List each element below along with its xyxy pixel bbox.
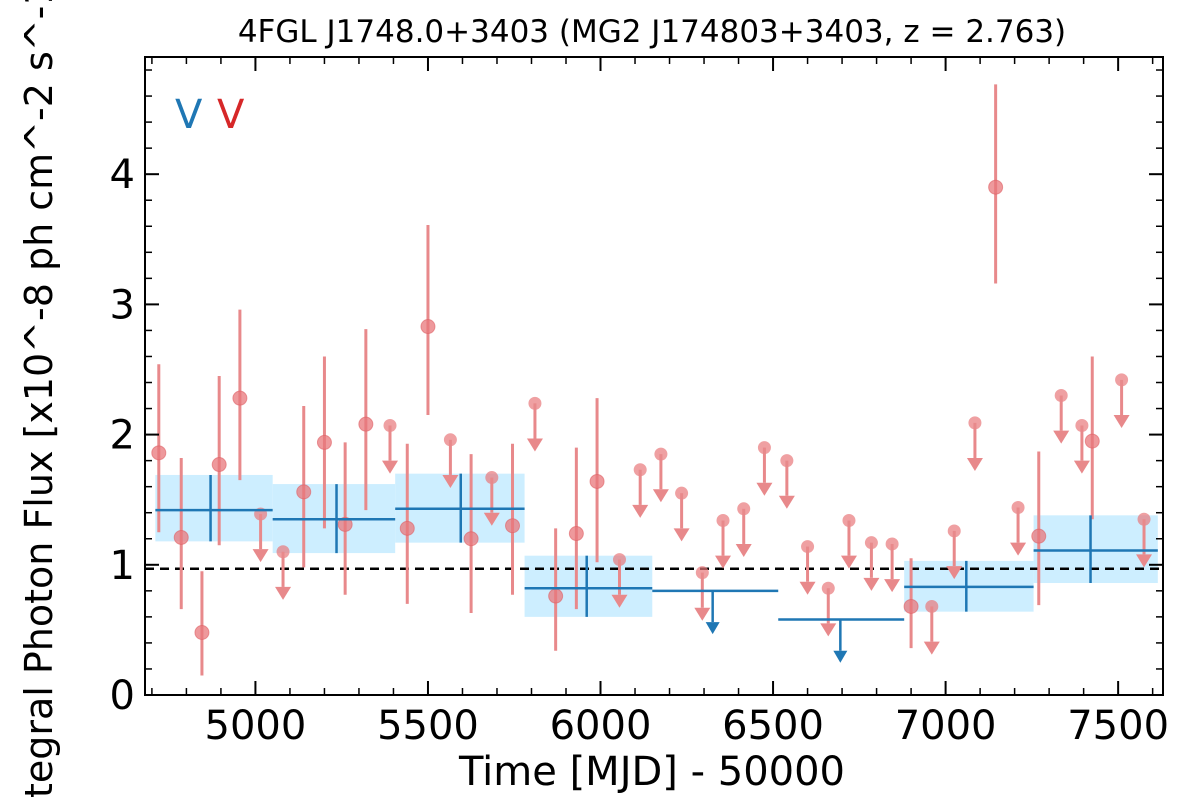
fine-point-15 [589,473,605,489]
fine-ul-arrow-22 [966,458,983,472]
x-tick-labels: 5000 5500 6000 6500 7000 7500 [205,703,1170,749]
x-tick-label: 7500 [1067,703,1169,749]
fine-point-2 [194,625,210,641]
coarse-band-0 [155,474,273,542]
x-tick-label: 7000 [895,703,997,749]
fine-point-4 [232,390,248,406]
fine-ul-arrow-6 [611,594,628,608]
fine-point-13 [548,588,564,604]
fine-point-18 [1031,528,1047,544]
fine-ul-arrow-26 [1113,415,1130,429]
fine-ul-arrow-0 [252,549,269,563]
fine-point-19 [1084,433,1100,449]
axes-frame [144,56,1164,696]
legend-mark-0: V [175,92,203,138]
fine-ul-arrow-4 [483,512,500,526]
y-tick-label: 4 [110,152,135,198]
fine-ul-arrow-15 [799,581,816,595]
fine-ul-arrow-14 [778,495,795,509]
fine-point-8 [358,416,374,432]
fine-ul-arrow-3 [442,474,459,488]
fine-point-6 [316,434,332,450]
fine-ul-arrow-21 [946,566,963,580]
fine-ul-arrow-18 [863,577,880,591]
x-axis-label: Time [MJD] - 50000 [458,749,845,795]
fine-point-7 [337,516,353,532]
fine-ul-arrow-20 [923,641,940,655]
fine-point-1 [173,529,189,545]
fine-ul-arrow-19 [884,579,901,593]
fine-ul-arrow-27 [1136,554,1153,568]
fine-ul-arrow-9 [673,528,690,542]
fine-point-12 [505,518,521,534]
fine-point-16 [903,598,919,614]
y-tick-label: 1 [110,543,135,589]
fine-ul-arrow-7 [632,504,649,518]
fine-ul-point-23 [1011,501,1025,515]
chart-title: 4FGL J1748.0+3403 (MG2 J174803+3403, z =… [238,14,1066,50]
fine-point-17 [988,179,1004,195]
fine-ul-arrow-5 [526,438,543,452]
fine-ul-arrow-24 [1053,430,1070,444]
coarse-ul-arrow-1 [833,650,848,663]
fine-ul-arrow-17 [840,555,857,569]
y-tick-label: 3 [110,282,135,328]
fine-ul-arrow-16 [820,623,837,637]
x-tick-label: 6500 [722,703,824,749]
plot-frame [144,56,1164,696]
fine-ul-arrow-23 [1010,542,1027,556]
fine-ul-arrow-10 [694,607,711,621]
fine-point-10 [420,319,436,335]
fine-point-3 [211,457,227,473]
y-tick-label: 0 [110,673,135,719]
coarse-bin-series [155,473,1158,663]
y-tick-labels: 0 1 2 3 4 [110,152,135,719]
x-tick-label: 5000 [205,703,307,749]
coarse-band-3 [524,555,653,617]
fine-ul-arrow-8 [652,489,669,503]
fine-ul-arrow-25 [1073,460,1090,474]
fine-point-5 [296,484,312,500]
fine-ul-arrow-13 [756,482,773,496]
coarse-band-5 [1033,515,1158,584]
fine-ul-arrow-11 [715,555,732,569]
fine-point-0 [151,445,167,461]
fine-ul-arrow-12 [735,543,752,557]
x-tick-label: 5500 [377,703,479,749]
fine-ul-arrow-1 [275,586,292,600]
y-tick-label: 2 [110,413,135,459]
y-axis-label: Integral Photon Flux [x10^-8 ph cm^-2 s^… [17,0,61,800]
fine-point-9 [399,520,415,536]
coarse-ul-arrow-0 [705,622,720,635]
fine-ul-arrow-2 [382,460,399,474]
fine-point-11 [463,531,479,547]
legend-mark-1: V [217,92,245,138]
fine-point-14 [568,526,584,542]
x-tick-label: 6000 [550,703,652,749]
